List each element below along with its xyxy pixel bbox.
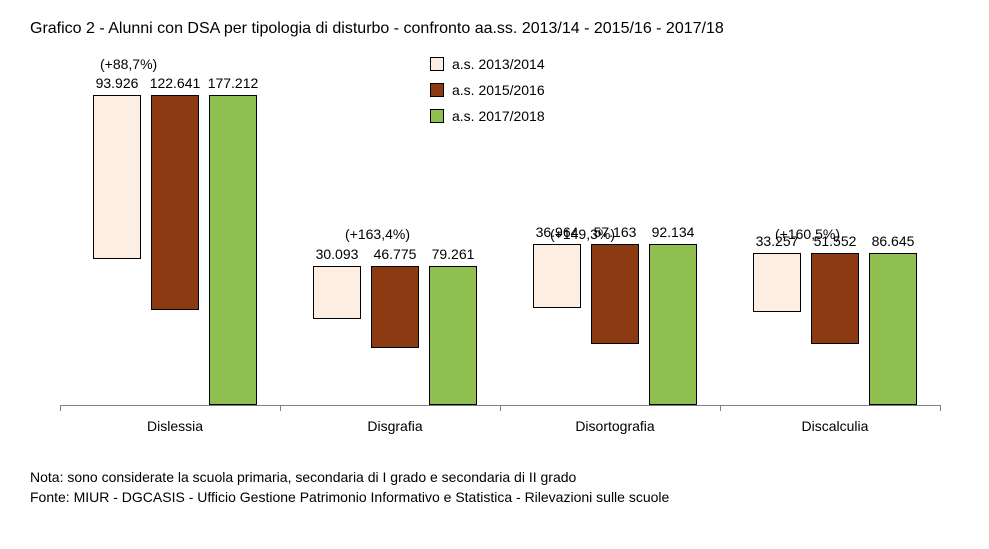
- bar-column: 177.212: [204, 75, 262, 405]
- source-line: Fonte: MIUR - DGCASIS - Ufficio Gestione…: [30, 488, 959, 508]
- bar-column: 46.775: [366, 246, 424, 405]
- bar-value-label: 46.775: [374, 246, 417, 262]
- chart-title: Grafico 2 - Alunni con DSA per tipologia…: [30, 20, 959, 38]
- category-label: Disgrafia: [295, 418, 495, 434]
- bar-column: 30.093: [308, 246, 366, 405]
- bar-group: 36.964 57.163 92.134: [515, 224, 715, 405]
- percent-change-label: (+163,4%): [345, 226, 410, 242]
- category-label: Disortografia: [515, 418, 715, 434]
- chart-notes: Nota: sono considerate la scuola primari…: [30, 468, 959, 507]
- bar-value-label: 30.093: [316, 246, 359, 262]
- bar: [753, 253, 801, 311]
- bar-value-label: 36.964: [536, 224, 579, 240]
- bar-group: 30.093 46.775 79.261: [295, 246, 495, 405]
- bar-column: 93.926: [88, 75, 146, 405]
- bar: [811, 253, 859, 343]
- bar-column: 51.552: [806, 233, 864, 405]
- bar: [313, 266, 361, 319]
- bar-column: 79.261: [424, 246, 482, 405]
- bar: [591, 244, 639, 344]
- axis-tick: [500, 405, 501, 411]
- bar-value-label: 177.212: [208, 75, 259, 91]
- bar-group: 93.926 122.641 177.212: [75, 75, 275, 405]
- bar-value-label: 92.134: [652, 224, 695, 240]
- bar: [209, 95, 257, 405]
- bar-value-label: 57.163: [594, 224, 637, 240]
- bar-value-label: 33.257: [756, 233, 799, 249]
- bar: [649, 244, 697, 405]
- bar-column: 36.964: [528, 224, 586, 405]
- axis-tick: [280, 405, 281, 411]
- bar-column: 33.257: [748, 233, 806, 405]
- axis-tick: [720, 405, 721, 411]
- bar: [429, 266, 477, 405]
- bar: [533, 244, 581, 309]
- bar: [869, 253, 917, 405]
- bar-group: 33.257 51.552 86.645: [735, 233, 935, 405]
- bar-column: 86.645: [864, 233, 922, 405]
- bar: [151, 95, 199, 310]
- axis-tick: [60, 405, 61, 411]
- bar-value-label: 51.552: [814, 233, 857, 249]
- category-label: Discalculia: [735, 418, 935, 434]
- bar-value-label: 93.926: [96, 75, 139, 91]
- bar-column: 57.163: [586, 224, 644, 405]
- category-label: Dislessia: [75, 418, 275, 434]
- bar-value-label: 79.261: [432, 246, 475, 262]
- note-line: Nota: sono considerate la scuola primari…: [30, 468, 959, 488]
- bar-value-label: 122.641: [150, 75, 201, 91]
- x-axis-labels: Dislessia Disgrafia Disortografia Discalcul…: [60, 418, 940, 438]
- axis-tick: [940, 405, 941, 411]
- bar-column: 122.641: [146, 75, 204, 405]
- chart-container: a.s. 2013/2014a.s. 2015/2016a.s. 2017/20…: [30, 56, 950, 456]
- bar: [93, 95, 141, 259]
- bar: [371, 266, 419, 348]
- bar-column: 92.134: [644, 224, 702, 405]
- percent-change-label: (+88,7%): [100, 56, 157, 72]
- plot-area: (+88,7%) 93.926 122.641 177.212 (+163,4%) 30.…: [60, 56, 940, 406]
- bar-value-label: 86.645: [872, 233, 915, 249]
